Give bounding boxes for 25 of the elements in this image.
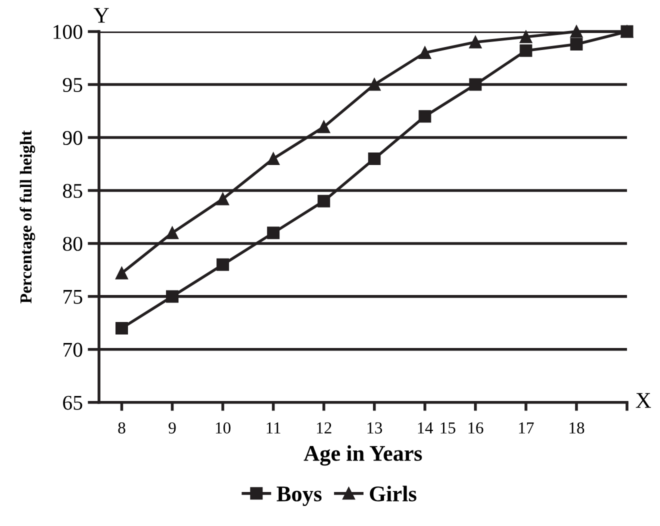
y-tick-label: 65 — [63, 396, 82, 410]
y-tick-label: 70 — [64, 342, 82, 357]
x-tick-label: 12 — [316, 422, 332, 434]
y-tick-label: 80 — [62, 236, 82, 251]
y-axis-title: Percentage of full height — [20, 130, 36, 304]
legend-label: Boys — [276, 486, 322, 506]
x-tick-label: 13 — [368, 422, 382, 434]
y-tick-label: 90 — [62, 130, 82, 145]
x-tick-label: 14 — [418, 422, 433, 434]
x-tick-label: 17 — [519, 422, 534, 434]
x-tick-label: 11 — [266, 422, 280, 434]
text: Y — [94, 8, 109, 23]
y-tick-label: 100 — [54, 24, 82, 39]
x-tick-label: 10 — [216, 422, 230, 434]
text: 15 — [440, 422, 456, 434]
x-axis-title: Age in Years — [304, 445, 422, 466]
x-tick-label: 16 — [468, 422, 484, 434]
y-tick-label: 85 — [62, 184, 82, 198]
x-tick-label: 18 — [570, 422, 584, 434]
text: X — [636, 393, 651, 408]
y-tick-label: 95 — [62, 78, 82, 92]
x-tick-label: 8 — [118, 422, 126, 434]
y-tick-label: 75 — [64, 290, 82, 304]
x-tick-label: 9 — [168, 422, 176, 434]
legend-label: Girls — [370, 486, 416, 502]
